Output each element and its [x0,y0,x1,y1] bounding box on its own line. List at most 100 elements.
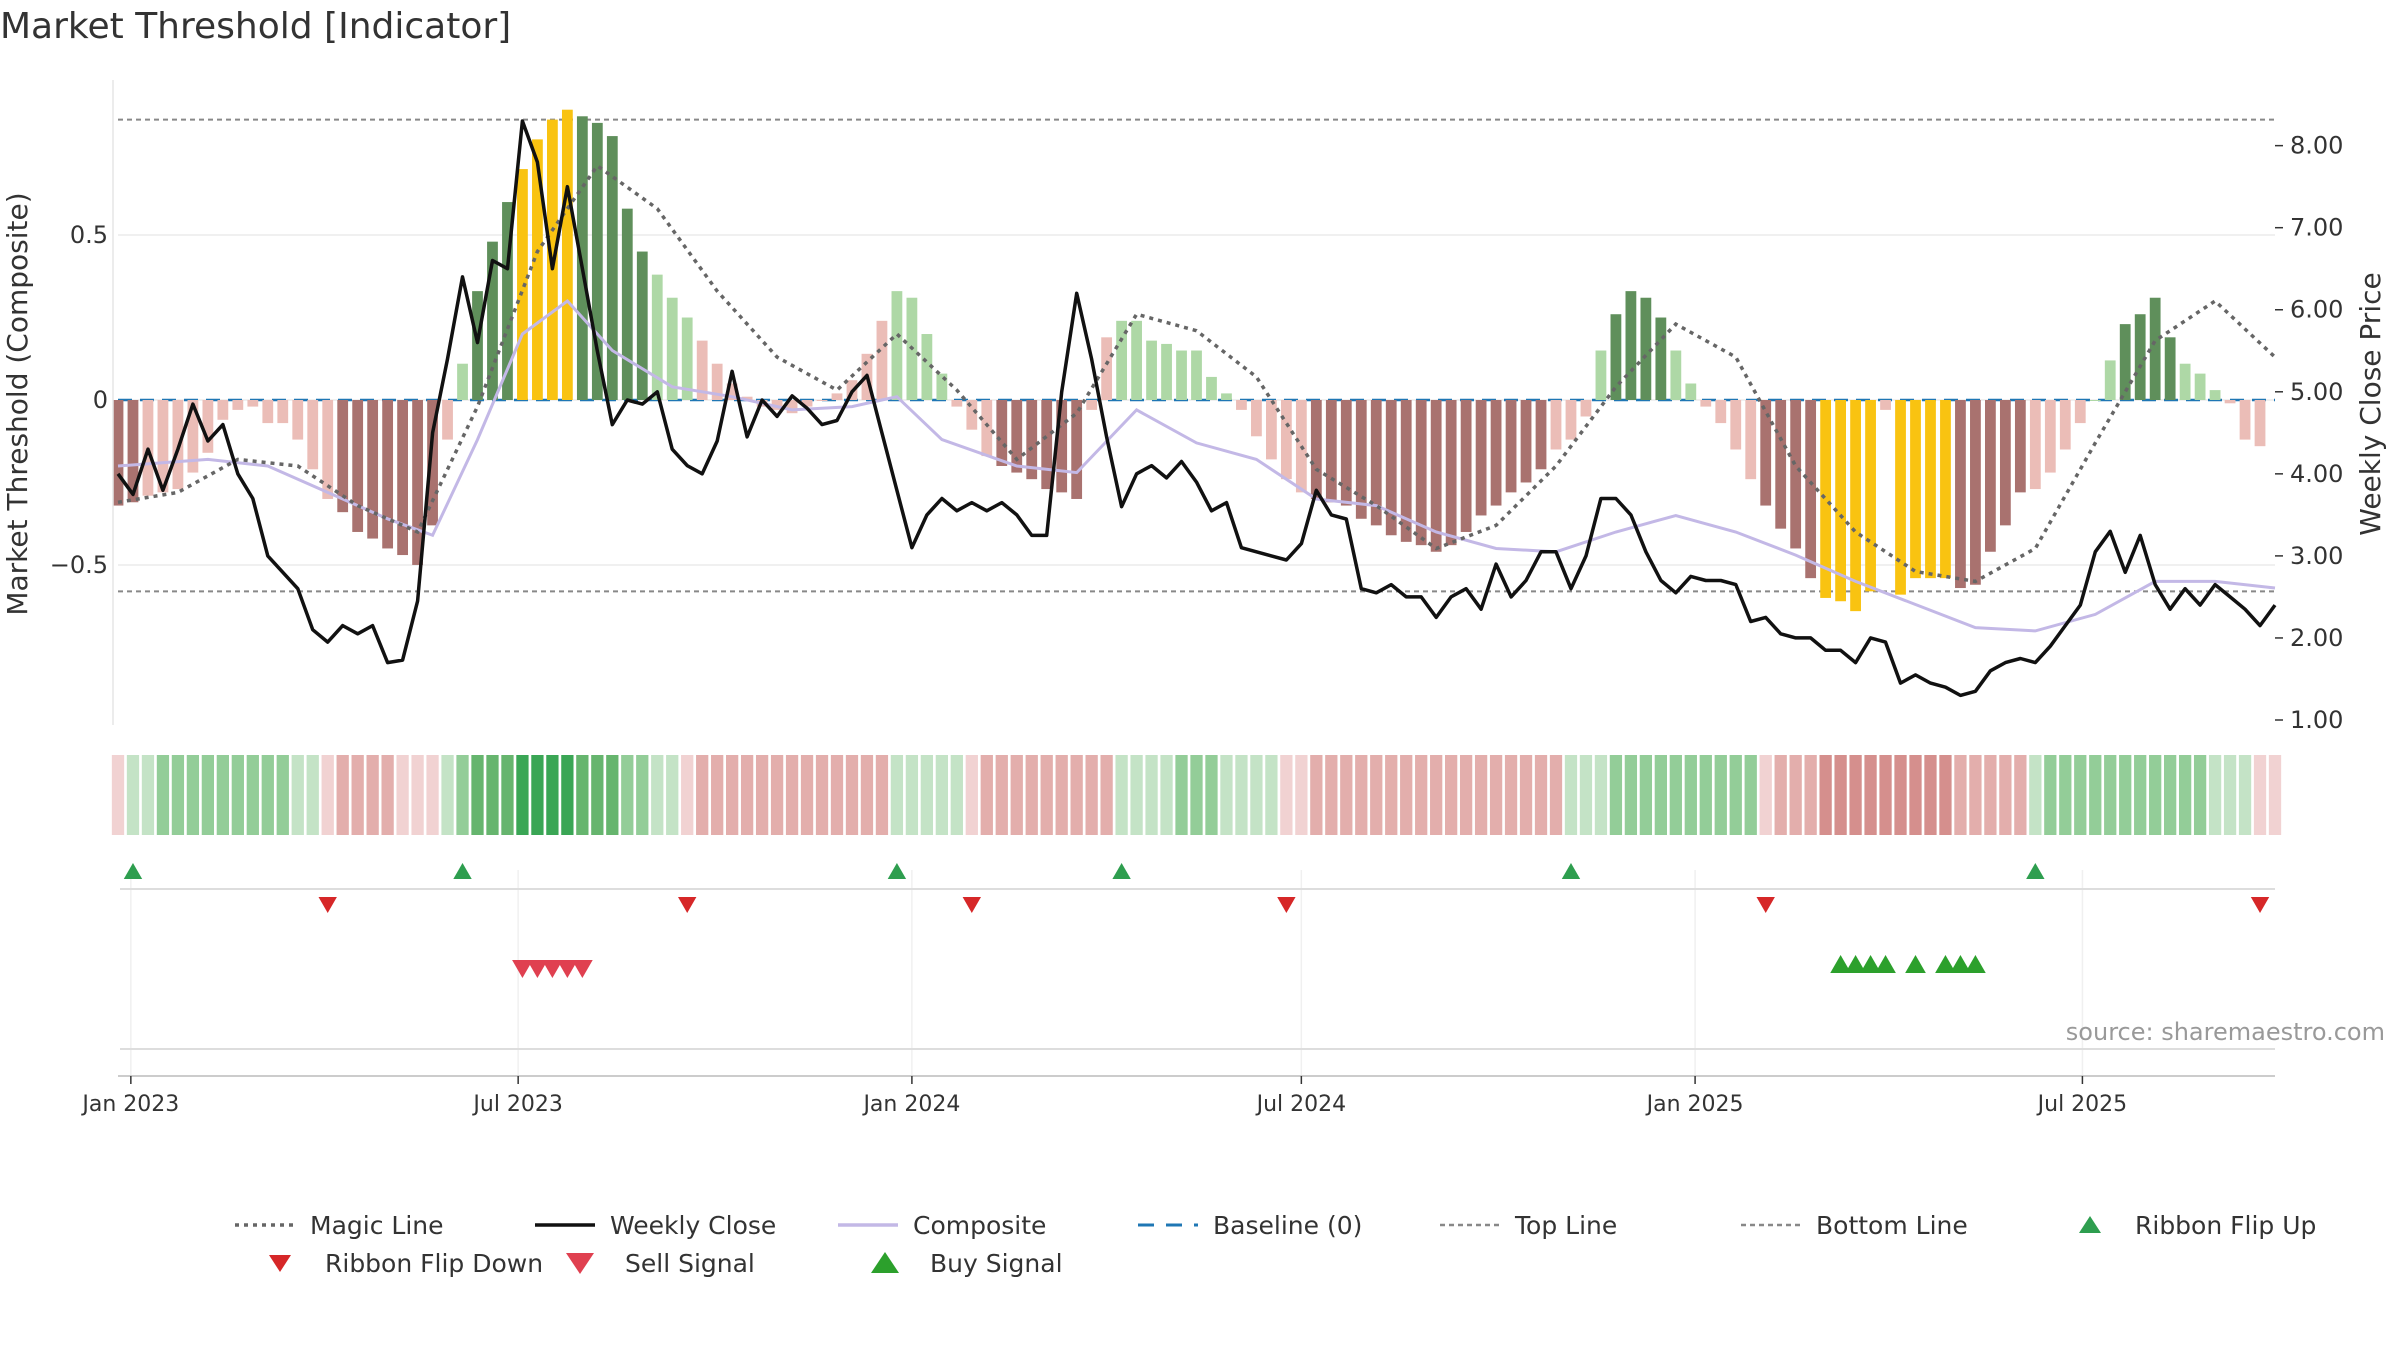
ribbon-cell [920,755,934,835]
composite-bar [1760,400,1772,506]
ribbon-cell [1879,755,1892,835]
ribbon-cell [486,755,499,835]
ribbon-cell [231,755,244,835]
composite-bar [2239,400,2251,440]
composite-bar [1745,400,1757,480]
ribbon-cell [1265,755,1278,835]
sell-signal-marker [557,960,578,978]
composite-bar [711,363,723,400]
composite-bar [726,383,738,400]
composite-bar [666,297,678,400]
composite-bar [1715,400,1727,424]
right-tick-label: 7.00 [2290,214,2343,242]
composite-bar [1071,400,1083,499]
legend-item-close: Weekly Close [535,1211,776,1240]
composite-bar [217,400,229,420]
composite-bar [292,400,304,440]
composite-bar [2149,297,2161,400]
ribbon-cell [366,755,379,835]
ribbon-flip-up-marker [2026,863,2045,879]
composite-bar [427,400,438,526]
legend-label-magic: Magic Line [310,1211,444,1240]
legend-label-bottom: Bottom Line [1816,1211,1968,1240]
weekly-close-line [116,119,2277,698]
ribbon-cell [546,755,559,835]
composite-bar [1385,400,1397,536]
series-lines [116,119,2277,698]
ribbon-cell [1789,755,1802,835]
composite-bar [1415,400,1427,546]
ribbon-cell [621,755,634,835]
composite-bar [1640,297,1652,400]
ribbon-cell [1070,755,1083,835]
ribbon-cell [2014,755,2027,835]
legend-item-top: Top Line [1440,1211,1617,1240]
composite-bar [412,400,423,565]
composite-bar [502,202,513,400]
left-tick-label: 0 [93,386,108,414]
ribbon-cell [800,755,814,835]
ribbon-flip-down-marker [962,897,982,913]
ribbon-cell [1894,755,1907,835]
ribbon-cell [2104,755,2117,835]
ribbon-cell [2223,755,2237,835]
ribbon-cell [501,755,514,835]
composite-bar [2134,314,2146,400]
composite-bar [1700,400,1712,407]
ribbon-cell [291,755,304,835]
ribbon-cell [815,755,829,835]
magic-line [117,163,2277,584]
ribbon-cell [2119,755,2132,835]
ribbon-cell [2178,755,2192,835]
composite-bar [1550,400,1562,450]
composite-bar [1221,393,1232,400]
ribbon-cell [1729,755,1742,835]
composite-bar [1940,400,1951,579]
ribbon-cell [441,755,454,835]
ribbon-cell [321,755,334,835]
composite-bar [1251,400,1262,437]
ribbon-cell [1999,755,2012,835]
ribbon-cell [1430,755,1443,835]
composite-bar [1955,400,1966,589]
ribbon-cell [770,755,784,835]
composite-bar [1985,400,1996,552]
legend-item-flipdown: Ribbon Flip Down [269,1249,543,1278]
buy-signal-marker [1950,955,1971,973]
composite-bar [2179,363,2191,400]
ribbon-cell [1400,755,1413,835]
composite-bar [636,251,648,400]
right-axis-label: Weekly Close Price [2354,272,2387,535]
signal-rows [120,863,2275,1050]
ribbon-flip-up-marker [1561,863,1581,879]
composite-bar [487,241,498,400]
composite-bar [2104,360,2116,400]
composite-bar [696,340,708,400]
ribbon-cell [396,755,409,835]
ribbon-cell [1370,755,1383,835]
ribbon-cell [456,755,469,835]
legend-label-sell: Sell Signal [625,1249,755,1278]
composite-bar [127,400,139,503]
ribbon-cell [1100,755,1113,835]
composite-bar [2074,400,2086,424]
composite-bar [1041,400,1053,490]
ribbon-cell [1699,755,1712,835]
ribbon-flip-up-marker [1112,863,1131,879]
composite-bar [232,400,244,410]
right-tick-label: 4.00 [2290,460,2343,488]
composite-bar [1865,400,1876,592]
composite-bar [1310,400,1322,499]
sell-signal-marker [527,960,548,978]
ribbon-cell [2208,755,2222,835]
ribbon-cell [666,755,679,835]
composite-bar [1116,320,1127,400]
legend-label-close: Weekly Close [610,1211,776,1240]
ribbon-cell [1744,755,1757,835]
legend-item-magic: Magic Line [235,1211,444,1240]
ribbon-cell [1549,755,1563,835]
sell-signal-marker [542,960,563,978]
legend: Magic Line Weekly Close Composite Baseline … [235,1211,2316,1278]
axes: 0.5 0 −0.5 Market Threshold (Composite) 8.00… [1,80,2387,734]
x-tick-label: Jul 2024 [1255,1092,1347,1117]
